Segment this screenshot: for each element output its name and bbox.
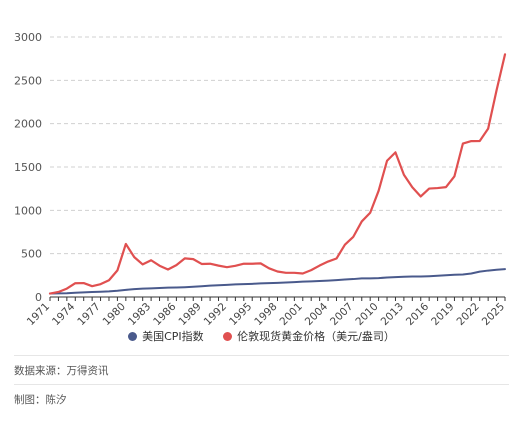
x-tick-label: 2010 [353,301,380,328]
x-tick-label: 1995 [227,301,254,328]
y-tick-label: 0 [35,291,42,304]
author-note: 制图：陈汐 [14,394,67,406]
x-tick-label: 1980 [101,301,128,328]
y-tick-label: 1500 [14,161,42,174]
x-tick-label: 1992 [202,301,229,328]
legend-marker-gold [223,331,233,341]
y-tick-label: 2000 [14,118,42,131]
x-tick-label: 1998 [252,301,279,328]
divider [14,355,509,356]
x-tick-label: 1974 [50,300,78,328]
legend-label-cpi: 美国CPI指数 [142,330,204,343]
series-lines [48,53,507,295]
x-tick-label: 1983 [126,301,153,328]
x-tick-label: 2019 [429,301,456,328]
x-tick-label: 2025 [480,301,507,328]
x-tick-label: 2007 [328,301,355,328]
x-tick-label: 1989 [176,301,203,328]
data-source-note: 数据来源：万得资讯 [14,365,109,377]
y-tick-label: 2500 [14,74,42,87]
y-tick-label: 1000 [14,204,42,217]
x-tick-label: 1977 [75,301,102,328]
x-tick-label: 2016 [404,300,432,328]
y-tick-label: 500 [21,248,42,261]
x-tick-label: 2004 [303,300,331,328]
legend-marker-cpi [128,331,138,341]
x-tick-label: 1971 [25,301,52,328]
gridlines [50,36,505,255]
y-tick-label: 3000 [14,31,42,44]
legend-label-gold: 伦敦现货黄金价格（美元/盎司） [237,330,395,343]
legend-item-gold[interactable]: 伦敦现货黄金价格（美元/盎司） [223,328,395,344]
legend: 美国CPI指数 伦敦现货黄金价格（美元/盎司） [0,328,523,344]
y-axis: 0 500 1000 1500 2000 2500 3000 [14,31,42,304]
x-axis: 1971197419771980198319861989199219951998… [25,296,507,328]
x-tick-label: 2022 [454,301,481,328]
x-tick-label: 1986 [151,300,179,328]
legend-item-cpi[interactable]: 美国CPI指数 [128,328,204,344]
series-line-cpi [49,268,506,295]
x-tick-label: 2013 [379,301,406,328]
series-line-gold [48,53,507,295]
divider [14,384,509,385]
x-tick-label: 2001 [278,301,305,328]
